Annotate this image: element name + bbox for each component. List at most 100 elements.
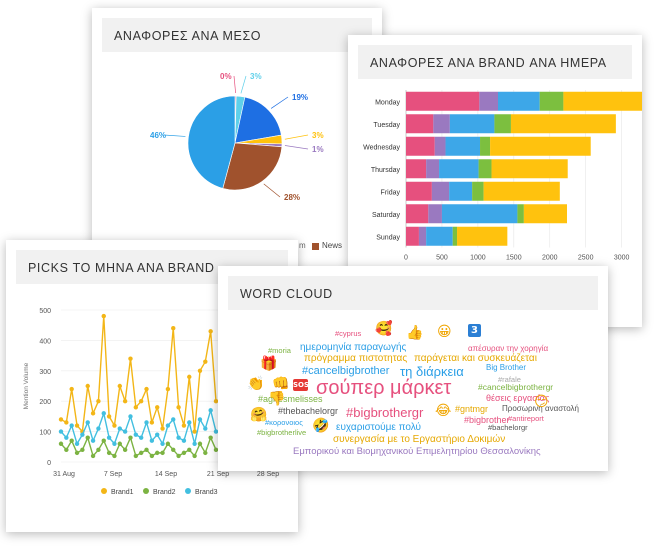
line-y-tick: 500 <box>39 308 51 315</box>
line-point <box>85 435 90 440</box>
line-legend-marker <box>143 488 149 494</box>
line-point <box>165 423 171 428</box>
rolling-laughing-face-icon: 🤣 <box>312 418 330 434</box>
line-point <box>213 429 219 434</box>
line-point <box>117 426 122 431</box>
word-cloud-term: #rafale <box>498 375 521 384</box>
bar-segment <box>457 226 508 246</box>
line-point <box>80 447 85 453</box>
word-cloud-term: σούπερ μάρκετ <box>316 377 452 399</box>
bar-x-tick: 1500 <box>506 255 522 262</box>
word-cloud-term: #κορονοιος <box>265 418 303 427</box>
line-point <box>171 417 176 422</box>
line-x-tick: 14 Sep <box>155 471 177 478</box>
bar-segment <box>449 181 473 201</box>
smirking-face-icon: 😏 <box>534 394 549 410</box>
line-point <box>203 426 208 431</box>
pie-slice-label: 28% <box>284 193 300 202</box>
line-x-tick: 21 Sep <box>207 471 229 478</box>
pie-slice-label: 3% <box>312 131 324 140</box>
hugging-face-icon: 🤗 <box>250 407 268 423</box>
line-point <box>96 426 101 431</box>
line-series-path <box>60 407 217 446</box>
line-point <box>128 356 133 361</box>
line-point <box>58 417 64 422</box>
word-cloud-term: ευχαριστούμε πολύ <box>336 422 421 433</box>
pie-slice <box>234 96 282 144</box>
bar-segment <box>517 204 524 224</box>
word-cloud-term: Εμπορικού και Βιομηχανικού Επιμελητηρίου… <box>293 446 541 457</box>
line-point <box>101 313 106 319</box>
clapping-hands-icon: 👏 <box>247 376 265 392</box>
line-point <box>165 386 171 392</box>
fist-icon: 👊 <box>272 376 290 392</box>
line-legend-marker <box>101 488 107 494</box>
bar-segment <box>406 136 435 156</box>
line-point <box>203 450 208 456</box>
pie-leader-line <box>284 134 309 140</box>
word-cloud-term: ημερομηνία παραγωγής <box>300 342 407 353</box>
wordcloud-card-title: WORD CLOUD <box>240 287 333 301</box>
word-cloud-term: #cyprus <box>335 329 362 338</box>
line-point <box>192 453 197 459</box>
line-point <box>192 429 197 434</box>
word-cloud-term: #bigbrotherlive <box>257 428 307 437</box>
bar-segment <box>406 91 480 111</box>
word-cloud-term: #bigbrothergr <box>346 405 424 420</box>
line-point <box>138 399 144 404</box>
pie-slice-label: 46% <box>150 131 166 140</box>
line-point <box>106 450 112 456</box>
gift-icon: 🎁 <box>260 356 278 372</box>
laughing-face-icon: 😂 <box>435 403 452 419</box>
line-point <box>187 420 192 425</box>
word-cloud-term: πρόγραμμα πιστοτητας <box>304 353 408 364</box>
bar-category-label: Tuesday <box>373 122 400 129</box>
line-point <box>69 438 74 443</box>
bar-category-label: Wednesday <box>363 144 400 151</box>
line-point <box>149 453 155 459</box>
line-point <box>149 438 155 443</box>
line-point <box>181 423 187 428</box>
bar-segment <box>433 114 450 134</box>
pie-card-header: ΑΝΑΦΟΡΕΣ ΑΝΑ ΜΕΣΟ <box>102 18 372 52</box>
bar-segment <box>434 136 446 156</box>
wordcloud-card: WORD CLOUD #cyprus ημερομηνία παραγωγής απ… <box>218 266 608 471</box>
line-point <box>69 386 74 392</box>
line-point <box>74 441 80 446</box>
line-point <box>90 453 96 459</box>
bar-segment <box>490 136 591 156</box>
bar-category-label: Thursday <box>371 167 401 174</box>
word-cloud-term: απέσυραν την χορηγία <box>468 344 549 353</box>
line-point <box>85 420 90 425</box>
word-cloud-term: #cancelbigbrother <box>302 365 390 377</box>
line-point <box>144 447 149 453</box>
bar-segment <box>445 136 481 156</box>
line-point <box>64 420 69 425</box>
word-cloud-term: συνεργασία με το Εργαστήριο Δοκιμών <box>333 434 506 445</box>
bar-segment <box>452 226 458 246</box>
line-point <box>144 420 149 425</box>
bar-segment <box>449 114 495 134</box>
line-point <box>138 450 144 456</box>
line-point <box>171 447 176 453</box>
line-point <box>176 435 181 440</box>
word-cloud-term: τη διάρκεια <box>400 364 464 379</box>
word-cloud-term: #agriesmelisses <box>258 394 323 404</box>
bar-category-label: Monday <box>375 99 400 106</box>
line-point <box>197 368 203 373</box>
line-point <box>192 441 197 446</box>
word-cloud: #cyprus ημερομηνία παραγωγής απέσυραν την … <box>218 266 608 471</box>
line-point <box>133 432 139 437</box>
bar-segment <box>472 181 484 201</box>
smiling-face-with-hearts-icon: 🥰 <box>375 321 393 337</box>
bar-segment <box>510 114 616 134</box>
line-point <box>197 417 203 422</box>
line-point <box>112 423 117 428</box>
line-point <box>197 441 203 446</box>
keycap-three-icon: 3 <box>468 324 481 337</box>
bar-segment <box>483 181 560 201</box>
pie-legend-news-label: News <box>322 241 343 250</box>
line-series-path <box>60 316 217 434</box>
line-point <box>155 450 160 456</box>
pie-leader-line <box>163 134 186 137</box>
